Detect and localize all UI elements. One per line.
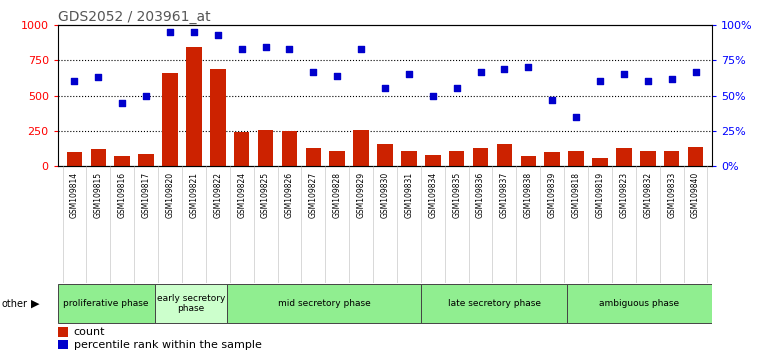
Bar bbox=[521, 156, 536, 166]
Text: GSM109832: GSM109832 bbox=[643, 172, 652, 218]
Bar bbox=[330, 151, 345, 166]
Point bbox=[522, 64, 534, 70]
Bar bbox=[58, 340, 69, 349]
Text: GSM109824: GSM109824 bbox=[237, 172, 246, 218]
Text: GSM109817: GSM109817 bbox=[142, 172, 151, 218]
Bar bbox=[353, 130, 369, 166]
Bar bbox=[210, 69, 226, 166]
Text: GDS2052 / 203961_at: GDS2052 / 203961_at bbox=[58, 10, 210, 24]
Bar bbox=[592, 158, 608, 166]
Text: GSM109828: GSM109828 bbox=[333, 172, 342, 218]
Bar bbox=[162, 73, 178, 166]
Point bbox=[379, 86, 391, 91]
Text: proliferative phase: proliferative phase bbox=[63, 299, 149, 308]
Point bbox=[450, 86, 463, 91]
Point bbox=[140, 93, 152, 98]
Point bbox=[331, 73, 343, 79]
Point bbox=[259, 45, 272, 50]
Text: GSM109814: GSM109814 bbox=[70, 172, 79, 218]
Bar bbox=[58, 284, 155, 323]
Text: GSM109822: GSM109822 bbox=[213, 172, 223, 218]
Bar bbox=[544, 152, 560, 166]
Point bbox=[212, 32, 224, 38]
Text: other: other bbox=[2, 298, 28, 309]
Text: GSM109821: GSM109821 bbox=[189, 172, 199, 218]
Point bbox=[570, 114, 582, 120]
Bar bbox=[67, 152, 82, 166]
Text: GSM109820: GSM109820 bbox=[166, 172, 175, 218]
Text: count: count bbox=[74, 327, 105, 337]
Text: GSM109840: GSM109840 bbox=[691, 172, 700, 218]
Bar bbox=[282, 131, 297, 166]
Text: GSM109831: GSM109831 bbox=[404, 172, 413, 218]
Text: GSM109839: GSM109839 bbox=[547, 172, 557, 218]
Point bbox=[618, 72, 630, 77]
Bar bbox=[425, 155, 440, 166]
Text: GSM109837: GSM109837 bbox=[500, 172, 509, 218]
Bar bbox=[234, 132, 249, 166]
Text: GSM109823: GSM109823 bbox=[619, 172, 628, 218]
Bar bbox=[616, 148, 631, 166]
Point bbox=[116, 100, 129, 105]
Point bbox=[355, 46, 367, 52]
Point bbox=[403, 72, 415, 77]
Bar bbox=[155, 284, 227, 323]
Bar bbox=[115, 156, 130, 166]
Point bbox=[283, 46, 296, 52]
Bar bbox=[306, 148, 321, 166]
Text: GSM109834: GSM109834 bbox=[428, 172, 437, 218]
Bar bbox=[568, 151, 584, 166]
Text: GSM109815: GSM109815 bbox=[94, 172, 103, 218]
Text: GSM109829: GSM109829 bbox=[357, 172, 366, 218]
Text: percentile rank within the sample: percentile rank within the sample bbox=[74, 339, 262, 349]
Point bbox=[689, 69, 701, 74]
Bar bbox=[401, 151, 417, 166]
Bar bbox=[91, 149, 106, 166]
Point bbox=[498, 66, 511, 72]
Text: GSM109819: GSM109819 bbox=[595, 172, 604, 218]
Bar bbox=[664, 151, 679, 166]
Point bbox=[594, 79, 606, 84]
Text: GSM109833: GSM109833 bbox=[667, 172, 676, 218]
Bar bbox=[58, 327, 69, 337]
Text: GSM109838: GSM109838 bbox=[524, 172, 533, 218]
Bar bbox=[421, 284, 567, 323]
Point bbox=[641, 79, 654, 84]
Point bbox=[427, 93, 439, 98]
Point bbox=[92, 74, 105, 80]
Point bbox=[69, 79, 81, 84]
Bar bbox=[640, 151, 655, 166]
Point bbox=[188, 29, 200, 35]
Text: GSM109818: GSM109818 bbox=[571, 172, 581, 218]
Text: GSM109827: GSM109827 bbox=[309, 172, 318, 218]
Text: early secretory
phase: early secretory phase bbox=[157, 294, 226, 313]
Point bbox=[307, 69, 320, 74]
Text: GSM109830: GSM109830 bbox=[380, 172, 390, 218]
Bar bbox=[258, 130, 273, 166]
Text: mid secretory phase: mid secretory phase bbox=[278, 299, 371, 308]
Text: GSM109816: GSM109816 bbox=[118, 172, 127, 218]
Bar bbox=[567, 284, 712, 323]
Bar bbox=[186, 47, 202, 166]
Point bbox=[236, 46, 248, 52]
Bar bbox=[497, 144, 512, 166]
Bar bbox=[139, 154, 154, 166]
Bar bbox=[688, 147, 703, 166]
Bar bbox=[473, 148, 488, 166]
Bar bbox=[377, 144, 393, 166]
Point bbox=[164, 29, 176, 35]
Bar bbox=[227, 284, 421, 323]
Text: GSM109826: GSM109826 bbox=[285, 172, 294, 218]
Text: ▶: ▶ bbox=[31, 298, 39, 309]
Point bbox=[665, 76, 678, 81]
Text: GSM109836: GSM109836 bbox=[476, 172, 485, 218]
Point bbox=[474, 69, 487, 74]
Text: GSM109825: GSM109825 bbox=[261, 172, 270, 218]
Text: ambiguous phase: ambiguous phase bbox=[600, 299, 680, 308]
Text: GSM109835: GSM109835 bbox=[452, 172, 461, 218]
Point bbox=[546, 97, 558, 103]
Bar bbox=[449, 151, 464, 166]
Text: late secretory phase: late secretory phase bbox=[447, 299, 541, 308]
